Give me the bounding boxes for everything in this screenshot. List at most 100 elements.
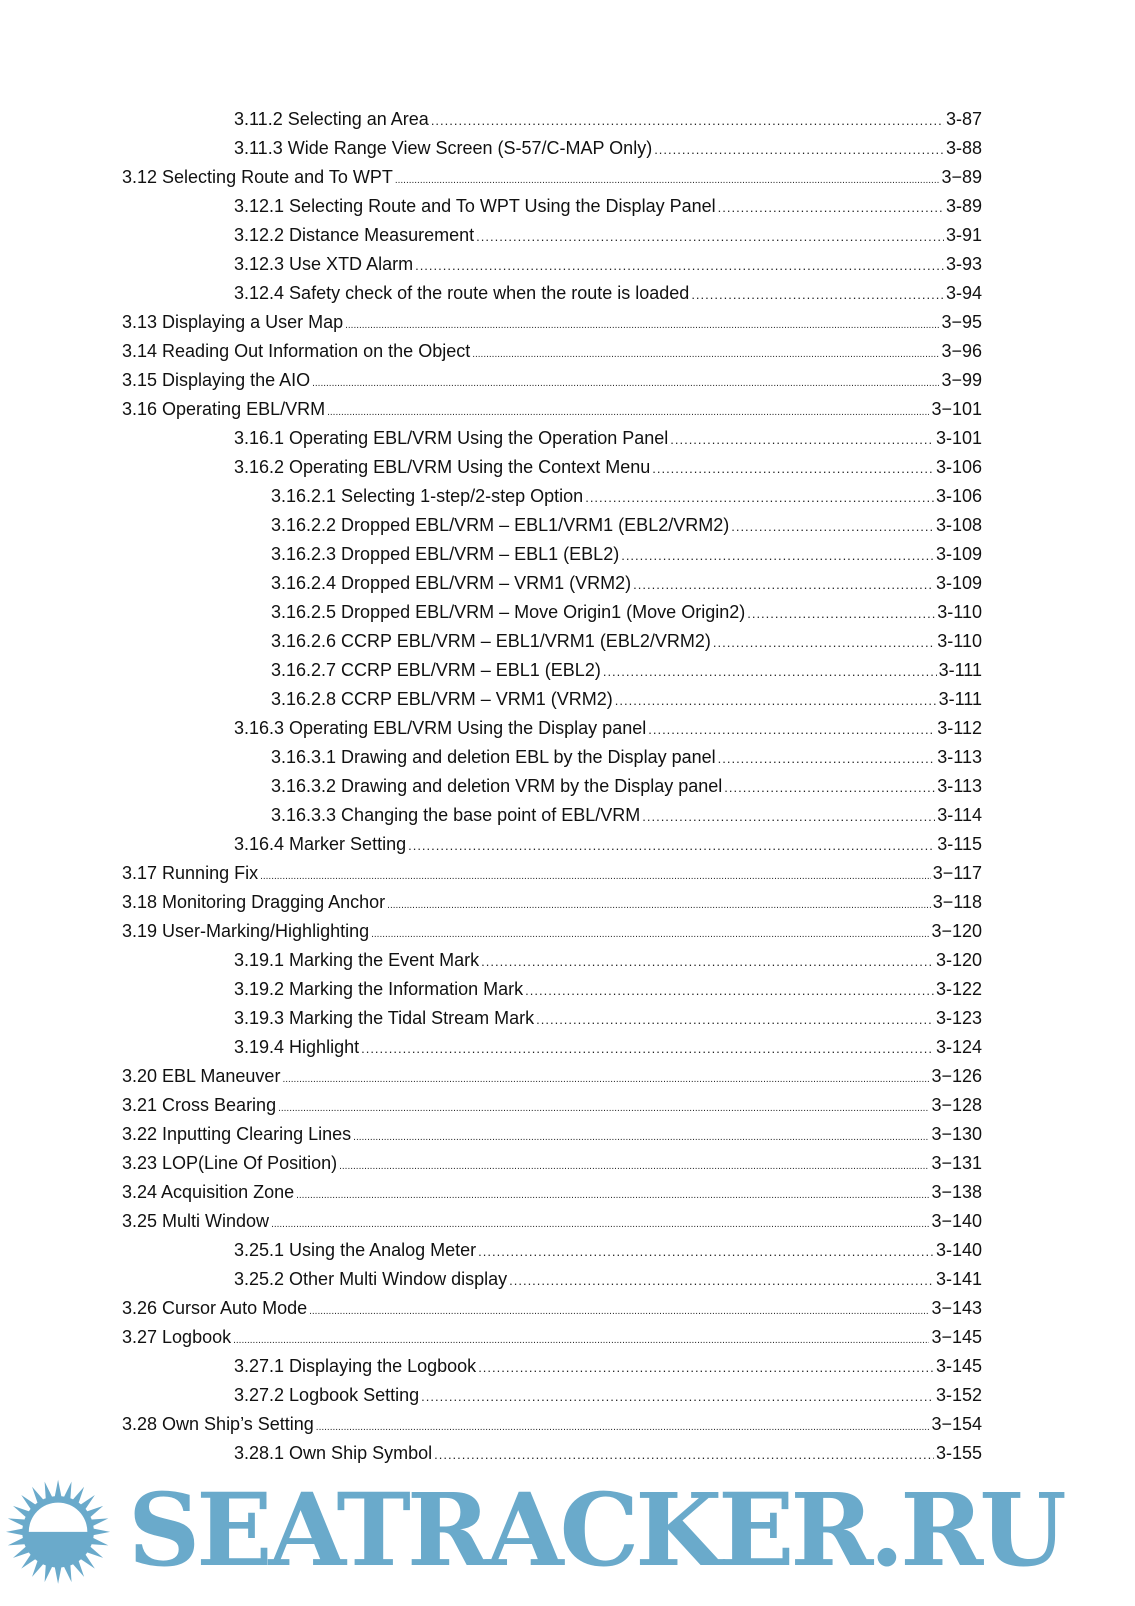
toc-entry[interactable]: 3.12.2 Distance Measurement.............… xyxy=(0,221,1135,250)
toc-entry-page: 3−89 xyxy=(941,167,982,187)
toc-entry-title: 3.12.3 Use XTD Alarm xyxy=(234,254,414,274)
sun-ray xyxy=(78,1495,95,1512)
toc-leader-dots: ........................................… xyxy=(691,287,944,302)
toc-entry-page: 3-114 xyxy=(937,805,982,825)
toc-entry[interactable]: 3.28 Own Ship’s Setting.................… xyxy=(0,1410,1135,1439)
toc-entry[interactable]: 3.28.1 Own Ship Symbol..................… xyxy=(0,1439,1135,1468)
toc-leader-dots: ........................................… xyxy=(271,1219,930,1230)
toc-entry-page: 3-115 xyxy=(937,834,982,854)
toc-entry[interactable]: 3.21 Cross Bearing......................… xyxy=(0,1091,1135,1120)
toc-entry[interactable]: 3.15 Displaying the AIO.................… xyxy=(0,366,1135,395)
toc-entry[interactable]: 3.18 Monitoring Dragging Anchor.........… xyxy=(0,888,1135,917)
sun-ray xyxy=(90,1527,111,1536)
toc-entry-title: 3.19.3 Marking the Tidal Stream Mark xyxy=(234,1008,535,1028)
toc-entry-title: 3.19.4 Highlight xyxy=(234,1037,360,1057)
toc-leader-dots: ........................................… xyxy=(327,407,929,418)
toc-entry-title: 3.19.2 Marking the Information Mark xyxy=(234,979,524,999)
toc-entry-page: 3−118 xyxy=(932,892,982,912)
toc-entry-title: 3.16.3.2 Drawing and deletion VRM by the… xyxy=(271,776,723,796)
toc-entry[interactable]: 3.14 Reading Out Information on the Obje… xyxy=(0,337,1135,366)
toc-entry[interactable]: 3.12.4 Safety check of the route when th… xyxy=(0,279,1135,308)
toc-entry[interactable]: 3.16 Operating EBL/VRM..................… xyxy=(0,395,1135,424)
toc-leader-dots: ........................................… xyxy=(614,693,937,708)
toc-entry[interactable]: 3.19.2 Marking the Information Mark.....… xyxy=(0,975,1135,1004)
toc-entry[interactable]: 3.16.2.6 CCRP EBL/VRM – EBL1/VRM1 (EBL2/… xyxy=(0,627,1135,656)
toc-entry[interactable]: 3.16.2.2 Dropped EBL/VRM – EBL1/VRM1 (EB… xyxy=(0,511,1135,540)
toc-leader-dots: ........................................… xyxy=(361,1041,934,1056)
toc-entry-page: 3-109 xyxy=(935,573,982,593)
toc-entry[interactable]: 3.12 Selecting Route and To WPT.........… xyxy=(0,163,1135,192)
toc-entry[interactable]: 3.16.2.4 Dropped EBL/VRM – VRM1 (VRM2)..… xyxy=(0,569,1135,598)
toc-entry[interactable]: 3.27.2 Logbook Setting..................… xyxy=(0,1381,1135,1410)
toc-entry[interactable]: 3.16.2.7 CCRP EBL/VRM – EBL1 (EBL2).....… xyxy=(0,656,1135,685)
toc-entry-page: 3-122 xyxy=(935,979,982,999)
sun-ray xyxy=(88,1536,109,1546)
toc-entry-title: 3.12.4 Safety check of the route when th… xyxy=(234,283,690,303)
toc-leader-dots: ........................................… xyxy=(309,1306,930,1317)
toc-entry[interactable]: 3.12.3 Use XTD Alarm....................… xyxy=(0,250,1135,279)
toc-entry-title: 3.16.2.7 CCRP EBL/VRM – EBL1 (EBL2) xyxy=(271,660,601,680)
toc-entry[interactable]: 3.16.2.5 Dropped EBL/VRM – Move Origin1 … xyxy=(0,598,1135,627)
toc-entry[interactable]: 3.16.2.1 Selecting 1-step/2-step Option.… xyxy=(0,482,1135,511)
toc-entry[interactable]: 3.16.3.2 Drawing and deletion VRM by the… xyxy=(0,772,1135,801)
toc-entry-page: 3-87 xyxy=(945,109,982,129)
toc-entry-page: 3−96 xyxy=(941,341,982,361)
toc-entry[interactable]: 3.19.4 Highlight........................… xyxy=(0,1033,1135,1062)
toc-entry[interactable]: 3.11.3 Wide Range View Screen (S-57/C-MA… xyxy=(0,134,1135,163)
toc-leader-dots: ........................................… xyxy=(633,577,934,592)
toc-entry[interactable]: 3.12.1 Selecting Route and To WPT Using … xyxy=(0,192,1135,221)
toc-entry-page: 3-88 xyxy=(945,138,982,158)
toc-entry[interactable]: 3.23 LOP(Line Of Position)..............… xyxy=(0,1149,1135,1178)
toc-entry-page: 3−117 xyxy=(932,863,982,883)
toc-entry[interactable]: 3.16.2 Operating EBL/VRM Using the Conte… xyxy=(0,453,1135,482)
toc-entry-page: 3-110 xyxy=(937,631,982,651)
toc-entry[interactable]: 3.13 Displaying a User Map..............… xyxy=(0,308,1135,337)
toc-entry[interactable]: 3.27 Logbook............................… xyxy=(0,1323,1135,1352)
toc-entry-page: 3-140 xyxy=(935,1240,982,1260)
toc-entry[interactable]: 3.25 Multi Window.......................… xyxy=(0,1207,1135,1236)
toc-entry[interactable]: 3.24 Acquisition Zone...................… xyxy=(0,1178,1135,1207)
toc-entry[interactable]: 3.19 User-Marking/Highlighting..........… xyxy=(0,917,1135,946)
toc-entry-title: 3.16.3.1 Drawing and deletion EBL by the… xyxy=(271,747,716,767)
watermark: SEATRACKER.RU xyxy=(0,1472,1135,1606)
toc-entry[interactable]: 3.25.2 Other Multi Window display.......… xyxy=(0,1265,1135,1294)
toc-entry[interactable]: 3.16.3 Operating EBL/VRM Using the Displ… xyxy=(0,714,1135,743)
toc-leader-dots: ........................................… xyxy=(408,838,935,853)
toc-entry[interactable]: 3.16.3.3 Changing the base point of EBL/… xyxy=(0,801,1135,830)
toc-entry[interactable]: 3.19.1 Marking the Event Mark...........… xyxy=(0,946,1135,975)
sun-ray xyxy=(21,1551,38,1569)
toc-leader-dots: ........................................… xyxy=(747,606,936,621)
toc-entry[interactable]: 3.16.4 Marker Setting...................… xyxy=(0,830,1135,859)
toc-leader-dots: ........................................… xyxy=(387,900,931,911)
toc-entry-title: 3.16.1 Operating EBL/VRM Using the Opera… xyxy=(234,428,669,448)
toc-entry-title: 3.12.2 Distance Measurement xyxy=(234,225,475,245)
sun-ray xyxy=(54,1479,62,1500)
toc-entry[interactable]: 3.16.1 Operating EBL/VRM Using the Opera… xyxy=(0,424,1135,453)
toc-leader-dots: ........................................… xyxy=(339,1161,929,1172)
toc-entry-title: 3.16.2.2 Dropped EBL/VRM – EBL1/VRM1 (EB… xyxy=(271,515,730,535)
toc-entry-title: 3.16.3 Operating EBL/VRM Using the Displ… xyxy=(234,718,647,738)
toc-entry-title: 3.16.2.3 Dropped EBL/VRM – EBL1 (EBL2) xyxy=(271,544,620,564)
toc-entry-page: 3−120 xyxy=(931,921,982,941)
toc-entry-title: 3.20 EBL Maneuver xyxy=(122,1066,281,1086)
toc-entry-title: 3.16.4 Marker Setting xyxy=(234,834,407,854)
toc-entry[interactable]: 3.20 EBL Maneuver.......................… xyxy=(0,1062,1135,1091)
toc-leader-dots: ........................................… xyxy=(478,1360,934,1375)
sun-ray xyxy=(84,1505,104,1520)
toc-leader-dots: ........................................… xyxy=(602,664,937,679)
toc-entry[interactable]: 3.16.2.8 CCRP EBL/VRM – VRM1 (VRM2).....… xyxy=(0,685,1135,714)
toc-entry[interactable]: 3.27.1 Displaying the Logbook...........… xyxy=(0,1352,1135,1381)
toc-entry[interactable]: 3.17 Running Fix........................… xyxy=(0,859,1135,888)
toc-entry-page: 3−128 xyxy=(931,1095,982,1115)
toc-entry[interactable]: 3.25.1 Using the Analog Meter...........… xyxy=(0,1236,1135,1265)
sun-ray xyxy=(78,1551,95,1569)
toc-entry[interactable]: 3.11.2 Selecting an Area................… xyxy=(0,105,1135,134)
toc-entry[interactable]: 3.26 Cursor Auto Mode...................… xyxy=(0,1294,1135,1323)
toc-entry-title: 3.11.3 Wide Range View Screen (S-57/C-MA… xyxy=(234,138,653,158)
toc-entry[interactable]: 3.22 Inputting Clearing Lines...........… xyxy=(0,1120,1135,1149)
toc-entry[interactable]: 3.19.3 Marking the Tidal Stream Mark....… xyxy=(0,1004,1135,1033)
toc-entry-title: 3.16.2 Operating EBL/VRM Using the Conte… xyxy=(234,457,651,477)
toc-entry[interactable]: 3.16.2.3 Dropped EBL/VRM – EBL1 (EBL2)..… xyxy=(0,540,1135,569)
toc-entry-page: 3-113 xyxy=(937,747,982,767)
toc-entry[interactable]: 3.16.3.1 Drawing and deletion EBL by the… xyxy=(0,743,1135,772)
